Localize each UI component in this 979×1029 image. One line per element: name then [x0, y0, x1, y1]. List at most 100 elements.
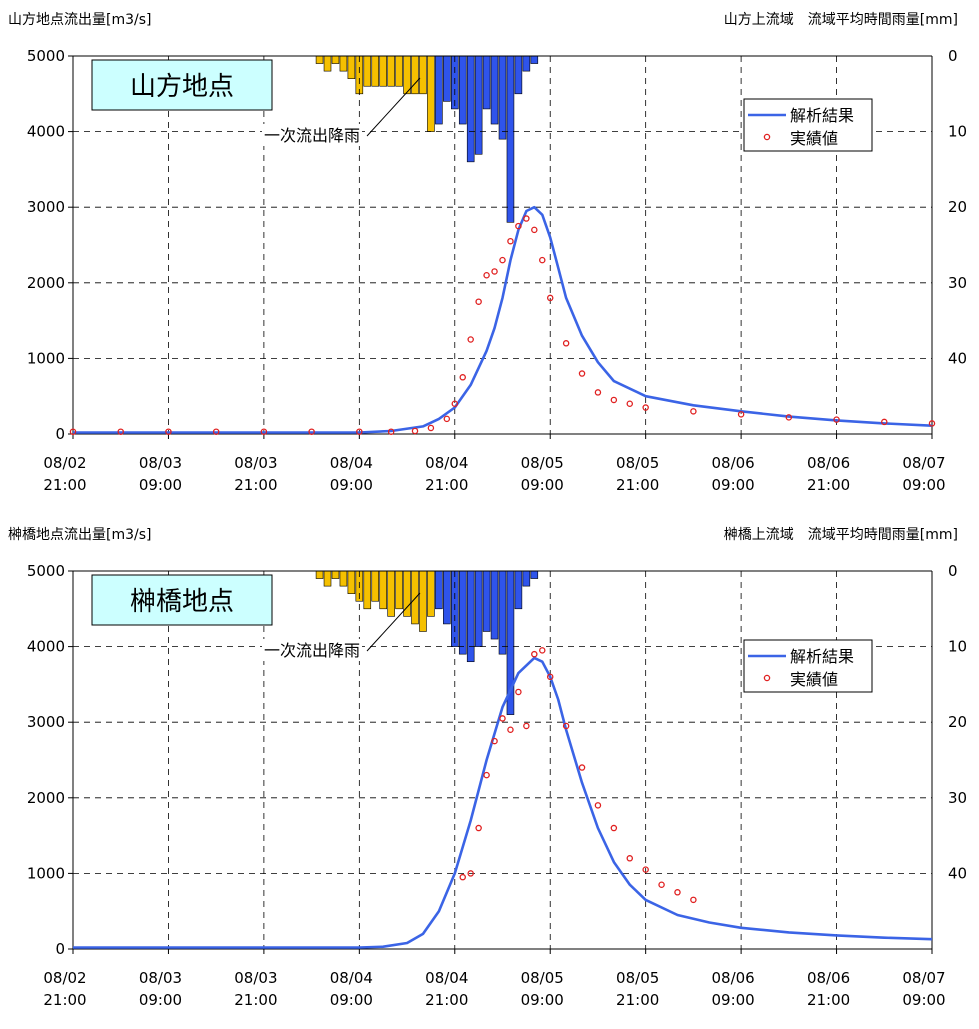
x-tick-label-date: 08/05 — [616, 969, 659, 987]
series-point-observed — [578, 370, 586, 377]
series-point-observed — [881, 418, 888, 426]
station-title-box — [91, 574, 273, 626]
series-point-observed — [483, 271, 490, 279]
x-tick-label-date: 08/03 — [139, 454, 182, 472]
x-tick-label-date: 08/03 — [139, 969, 182, 987]
rain-bar — [323, 55, 332, 72]
x-tick-label-time: 09:00 — [139, 991, 182, 1009]
series-point-observed — [507, 726, 514, 734]
y-tick-label: 5000 — [27, 562, 65, 580]
rain-bar — [466, 55, 475, 163]
x-tick-label-time: 09:00 — [521, 476, 564, 494]
series-point-observed — [467, 336, 474, 343]
y-tick-label: 2000 — [27, 789, 65, 807]
x-tick-label-time: 21:00 — [807, 476, 850, 494]
x-tick-label-date: 08/06 — [807, 969, 850, 987]
rain-bar — [379, 55, 387, 87]
rain-bar — [490, 55, 499, 125]
rain-bar — [323, 570, 332, 587]
legend-marker-observed — [763, 133, 771, 141]
x-tick-label-time: 21:00 — [234, 991, 277, 1009]
rain-bar — [387, 570, 395, 617]
series-point-observed — [626, 400, 634, 408]
series-point-observed — [785, 414, 793, 421]
series-point-observed — [594, 389, 602, 396]
rain-bar — [379, 570, 387, 610]
rain-bar — [339, 55, 348, 72]
series-point-observed — [499, 715, 506, 722]
y2-tick-label: 30 — [948, 789, 967, 807]
series-point-observed — [578, 764, 586, 771]
series-point-observed — [610, 396, 618, 404]
series-point-observed — [451, 400, 459, 408]
y2-tick-label: 40 — [948, 864, 967, 882]
rain-bar — [498, 570, 507, 655]
series-point-observed — [833, 416, 840, 423]
rain-bar — [371, 55, 380, 87]
x-tick-label-date: 08/04 — [330, 969, 373, 987]
x-tick-label-time: 09:00 — [139, 476, 182, 494]
station-title-box — [91, 59, 273, 111]
series-point-observed — [212, 428, 220, 435]
y2-tick-label: 20 — [948, 198, 967, 216]
x-tick-label-time: 09:00 — [902, 991, 945, 1009]
x-tick-label-date: 08/07 — [902, 454, 945, 472]
series-point-observed — [117, 428, 124, 435]
rain-bar — [482, 570, 491, 632]
series-point-observed — [658, 881, 665, 888]
legend-label-observed: 実績値 — [790, 670, 838, 689]
rain-bar — [514, 55, 523, 95]
rain-bar — [506, 55, 515, 223]
series-point-observed — [546, 673, 554, 681]
rain-bar — [435, 55, 443, 125]
annotation-text: 一次流出降雨 — [264, 126, 360, 145]
y-tick-label: 2000 — [27, 274, 65, 292]
series-point-observed — [387, 428, 395, 435]
y2-tick-label: 0 — [948, 562, 958, 580]
annotation-bg — [262, 639, 362, 661]
series-point-observed — [491, 268, 498, 275]
series-point-observed — [539, 647, 546, 654]
series-point-observed — [411, 427, 419, 435]
x-tick-label-time: 21:00 — [43, 991, 86, 1009]
series-point-observed — [690, 896, 697, 904]
x-tick-label-time: 09:00 — [711, 991, 754, 1009]
x-tick-label-date: 08/04 — [425, 969, 468, 987]
annotation-leader — [366, 77, 421, 137]
x-tick-label-date: 08/02 — [43, 969, 86, 987]
x-tick-label-time: 21:00 — [425, 476, 468, 494]
series-point-observed — [690, 408, 697, 415]
rain-bar — [474, 55, 483, 155]
y2-tick-label: 0 — [948, 47, 958, 65]
rain-bar — [427, 570, 435, 617]
rain-bar — [458, 570, 467, 655]
y-tick-label: 0 — [55, 425, 65, 443]
y-tick-label: 1000 — [27, 349, 65, 367]
series-point-observed — [928, 420, 936, 427]
x-tick-label-date: 08/07 — [902, 969, 945, 987]
series-line-analysis — [73, 205, 933, 434]
series-point-observed — [165, 428, 172, 435]
x-tick-label-time: 09:00 — [330, 476, 373, 494]
rain-bar — [490, 570, 499, 640]
rain-bar — [443, 570, 451, 625]
series-point-observed — [626, 855, 634, 862]
rain-bar — [411, 570, 419, 625]
rain-bar — [435, 570, 443, 610]
rain-bar — [522, 570, 531, 587]
series-point-observed — [523, 215, 530, 222]
series-point-observed — [499, 256, 506, 264]
y-axis-title: 山方地点流出量[m3/s] — [8, 12, 151, 28]
y-tick-label: 3000 — [27, 713, 65, 731]
series-point-observed — [459, 873, 466, 881]
series-point-observed — [610, 824, 618, 832]
rain-bar — [347, 570, 356, 594]
y2-axis-title: 榊橋上流域 流域平均時間雨量[mm] — [724, 527, 958, 543]
rain-bar — [363, 55, 372, 87]
x-tick-label-date: 08/03 — [234, 969, 277, 987]
y-tick-label: 1000 — [27, 864, 65, 882]
series-point-observed — [539, 256, 546, 264]
rain-bar — [363, 570, 372, 610]
rain-bar — [530, 55, 539, 64]
legend-label-observed: 実績値 — [790, 129, 838, 148]
